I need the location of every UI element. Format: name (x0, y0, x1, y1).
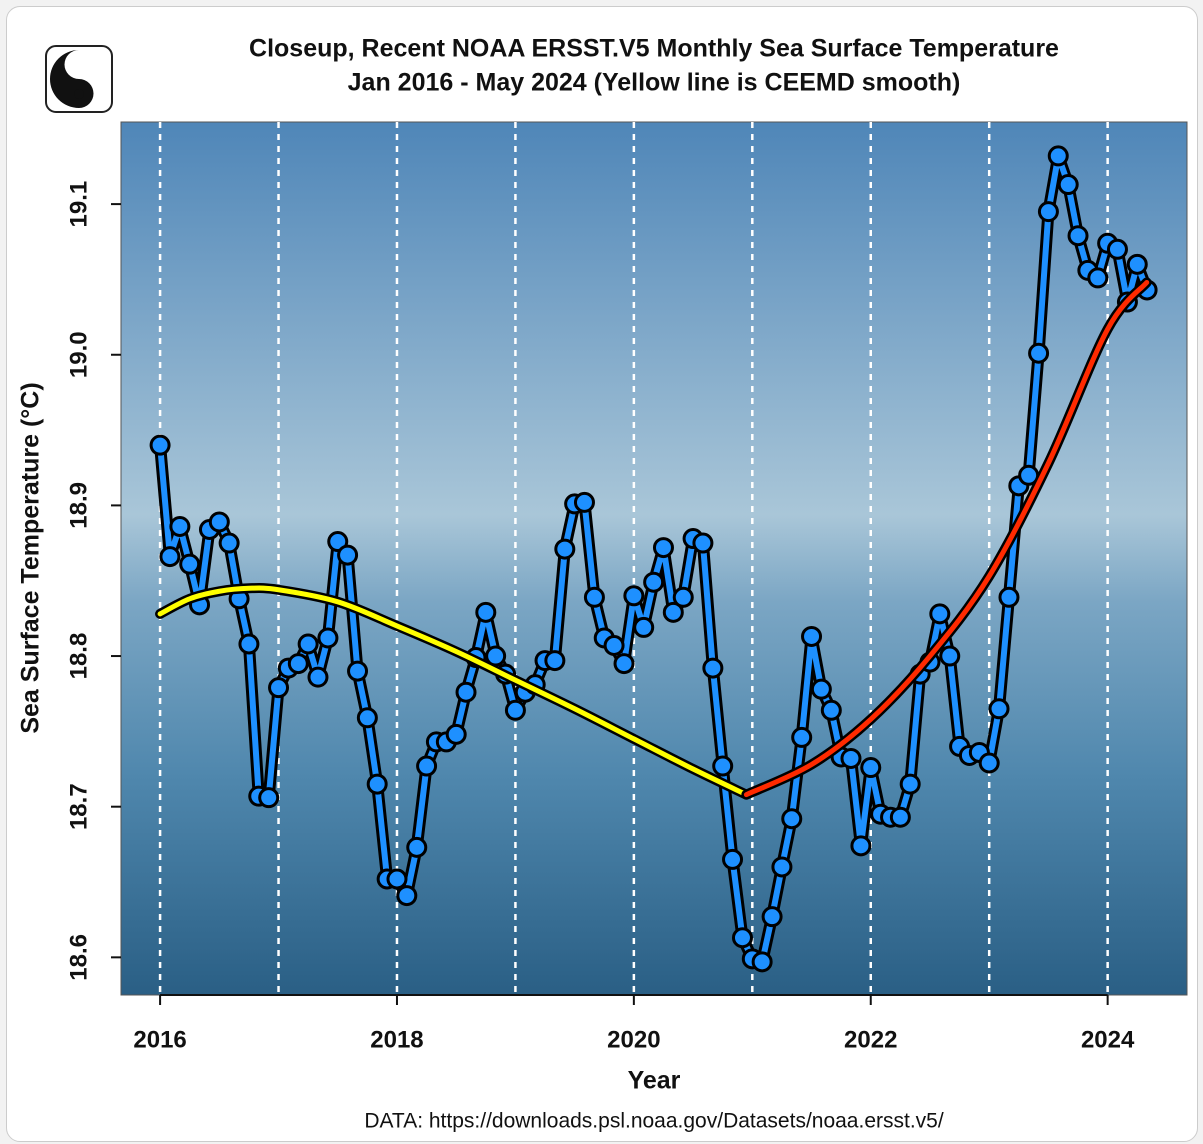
data-point (1087, 267, 1109, 289)
y-tick-label: 18.6 (65, 934, 92, 981)
data-point (347, 660, 369, 682)
data-point (850, 835, 872, 857)
data-point (159, 546, 181, 568)
data-point (692, 532, 714, 554)
data-point (475, 601, 497, 623)
data-point (801, 625, 823, 647)
data-point (929, 603, 951, 625)
data-point (1126, 253, 1148, 275)
data-point (406, 836, 428, 858)
data-point (899, 773, 921, 795)
chart-subtitle: Jan 2016 - May 2024 (Yellow line is CEEM… (348, 69, 961, 97)
data-point (712, 755, 734, 777)
data-point (149, 434, 171, 456)
data-point (731, 927, 753, 949)
data-point (386, 868, 408, 890)
data-point (337, 544, 359, 566)
y-tick-label: 18.8 (65, 633, 92, 680)
data-point (297, 633, 319, 655)
data-point (396, 885, 418, 907)
data-point (1057, 174, 1079, 196)
data-point (702, 657, 724, 679)
y-tick-label: 19.0 (65, 331, 92, 378)
data-point (1047, 145, 1069, 167)
data-point (652, 537, 674, 559)
y-tick-label: 18.9 (65, 482, 92, 529)
data-point (327, 531, 349, 553)
line (743, 279, 1150, 798)
data-point (860, 757, 882, 779)
chart-title: Closeup, Recent NOAA ERSST.V5 Monthly Se… (249, 35, 1059, 63)
data-point (633, 616, 655, 638)
data-point (771, 856, 793, 878)
y-axis-label: Sea Surface Temperature (°C) (17, 382, 45, 733)
logo (45, 45, 113, 113)
data-point (416, 755, 438, 777)
data-point (988, 698, 1010, 720)
data-point (810, 678, 832, 700)
x-tick-label: 2020 (607, 1026, 660, 1053)
data-point (643, 571, 665, 593)
data-point (307, 666, 329, 688)
data-point (662, 601, 684, 623)
data-point (623, 585, 645, 607)
data-point (455, 681, 477, 703)
data-point (445, 723, 467, 745)
data-point (672, 586, 694, 608)
x-tick-label: 2024 (1081, 1026, 1135, 1053)
data-point (978, 752, 1000, 774)
data-point (179, 553, 201, 575)
data-point (722, 848, 744, 870)
data-point (1106, 238, 1128, 260)
data-point (889, 806, 911, 828)
data-point (751, 951, 773, 973)
data-point (1028, 342, 1050, 364)
source-note: DATA: https://downloads.psl.noaa.gov/Dat… (364, 1110, 944, 1133)
data-point (504, 699, 526, 721)
data-point (287, 653, 309, 675)
data-point (366, 773, 388, 795)
data-point (1067, 225, 1089, 247)
data-point (573, 491, 595, 513)
data-point (554, 538, 576, 560)
plot-background (121, 122, 1187, 995)
line (157, 585, 749, 798)
x-tick-label: 2022 (844, 1026, 897, 1053)
data-point (258, 787, 280, 809)
data-point (998, 586, 1020, 608)
data-point (603, 634, 625, 656)
data-point (169, 515, 191, 537)
data-point (583, 586, 605, 608)
data-point (761, 906, 783, 928)
data-point (238, 633, 260, 655)
data-point (820, 699, 842, 721)
data-point (613, 653, 635, 675)
data-point (791, 726, 813, 748)
data-point (356, 707, 378, 729)
data-point (939, 645, 961, 667)
data-point (544, 650, 566, 672)
data-point (781, 808, 803, 830)
data-point (208, 511, 230, 533)
x-tick-label: 2018 (370, 1026, 423, 1053)
data-point (1037, 201, 1059, 223)
data-point (268, 677, 290, 699)
data-point (317, 627, 339, 649)
data-point (218, 532, 240, 554)
x-axis-label: Year (628, 1067, 681, 1095)
data-point (840, 747, 862, 769)
y-tick-label: 18.7 (65, 783, 92, 830)
y-tick-label: 19.1 (65, 181, 92, 228)
x-tick-label: 2016 (133, 1026, 186, 1053)
